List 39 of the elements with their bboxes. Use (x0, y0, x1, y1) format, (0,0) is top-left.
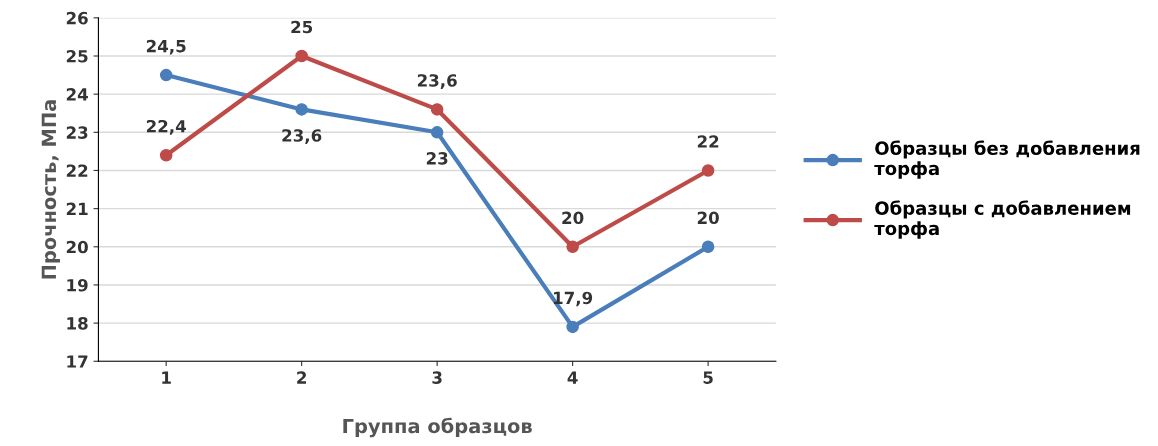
legend-label: Образцы с добавлением торфа (874, 200, 1131, 239)
data-label: 22 (697, 135, 719, 148)
y-tick-label: 19 (67, 278, 88, 292)
x-axis-title: Группа образцов (343, 417, 532, 438)
data-label: 23,6 (417, 74, 457, 89)
data-label: 20 (697, 211, 719, 225)
data-label: 22,4 (146, 119, 186, 135)
y-tick-label: 23 (66, 126, 88, 139)
point (430, 126, 444, 139)
point (295, 49, 308, 63)
y-tick-label: 17 (67, 355, 88, 368)
data-label: 20 (562, 211, 584, 225)
y-axis-title: Прочность, МПа (41, 100, 60, 279)
y-tick-label: 26 (66, 11, 88, 25)
y-tick-label: 22 (66, 164, 88, 177)
x-tick-label: 4 (567, 371, 578, 384)
point (701, 164, 715, 177)
point (159, 68, 173, 82)
y-tick-label: 25 (66, 49, 88, 63)
x-tick-label: 1 (162, 371, 171, 384)
y-tick-label: 24 (66, 88, 88, 101)
x-tick-label: 5 (703, 371, 713, 384)
y-tick-label: 21 (66, 202, 88, 215)
legend-label: Образцы без добавления торфа (874, 140, 1140, 179)
data-label: 17,9 (553, 291, 593, 307)
y-tick-label: 18 (67, 317, 88, 330)
y-tick-label: 20 (66, 240, 88, 254)
point (430, 103, 444, 116)
data-label: 23,6 (282, 129, 322, 144)
x-tick-label: 2 (297, 371, 307, 384)
x-tick-label: 3 (432, 371, 442, 384)
point (701, 240, 715, 254)
point (295, 103, 308, 116)
point (159, 148, 173, 162)
point (566, 320, 579, 334)
data-label: 24,5 (146, 39, 186, 55)
point (566, 240, 579, 254)
data-label: 25 (291, 20, 313, 34)
data-label: 23 (426, 152, 448, 165)
